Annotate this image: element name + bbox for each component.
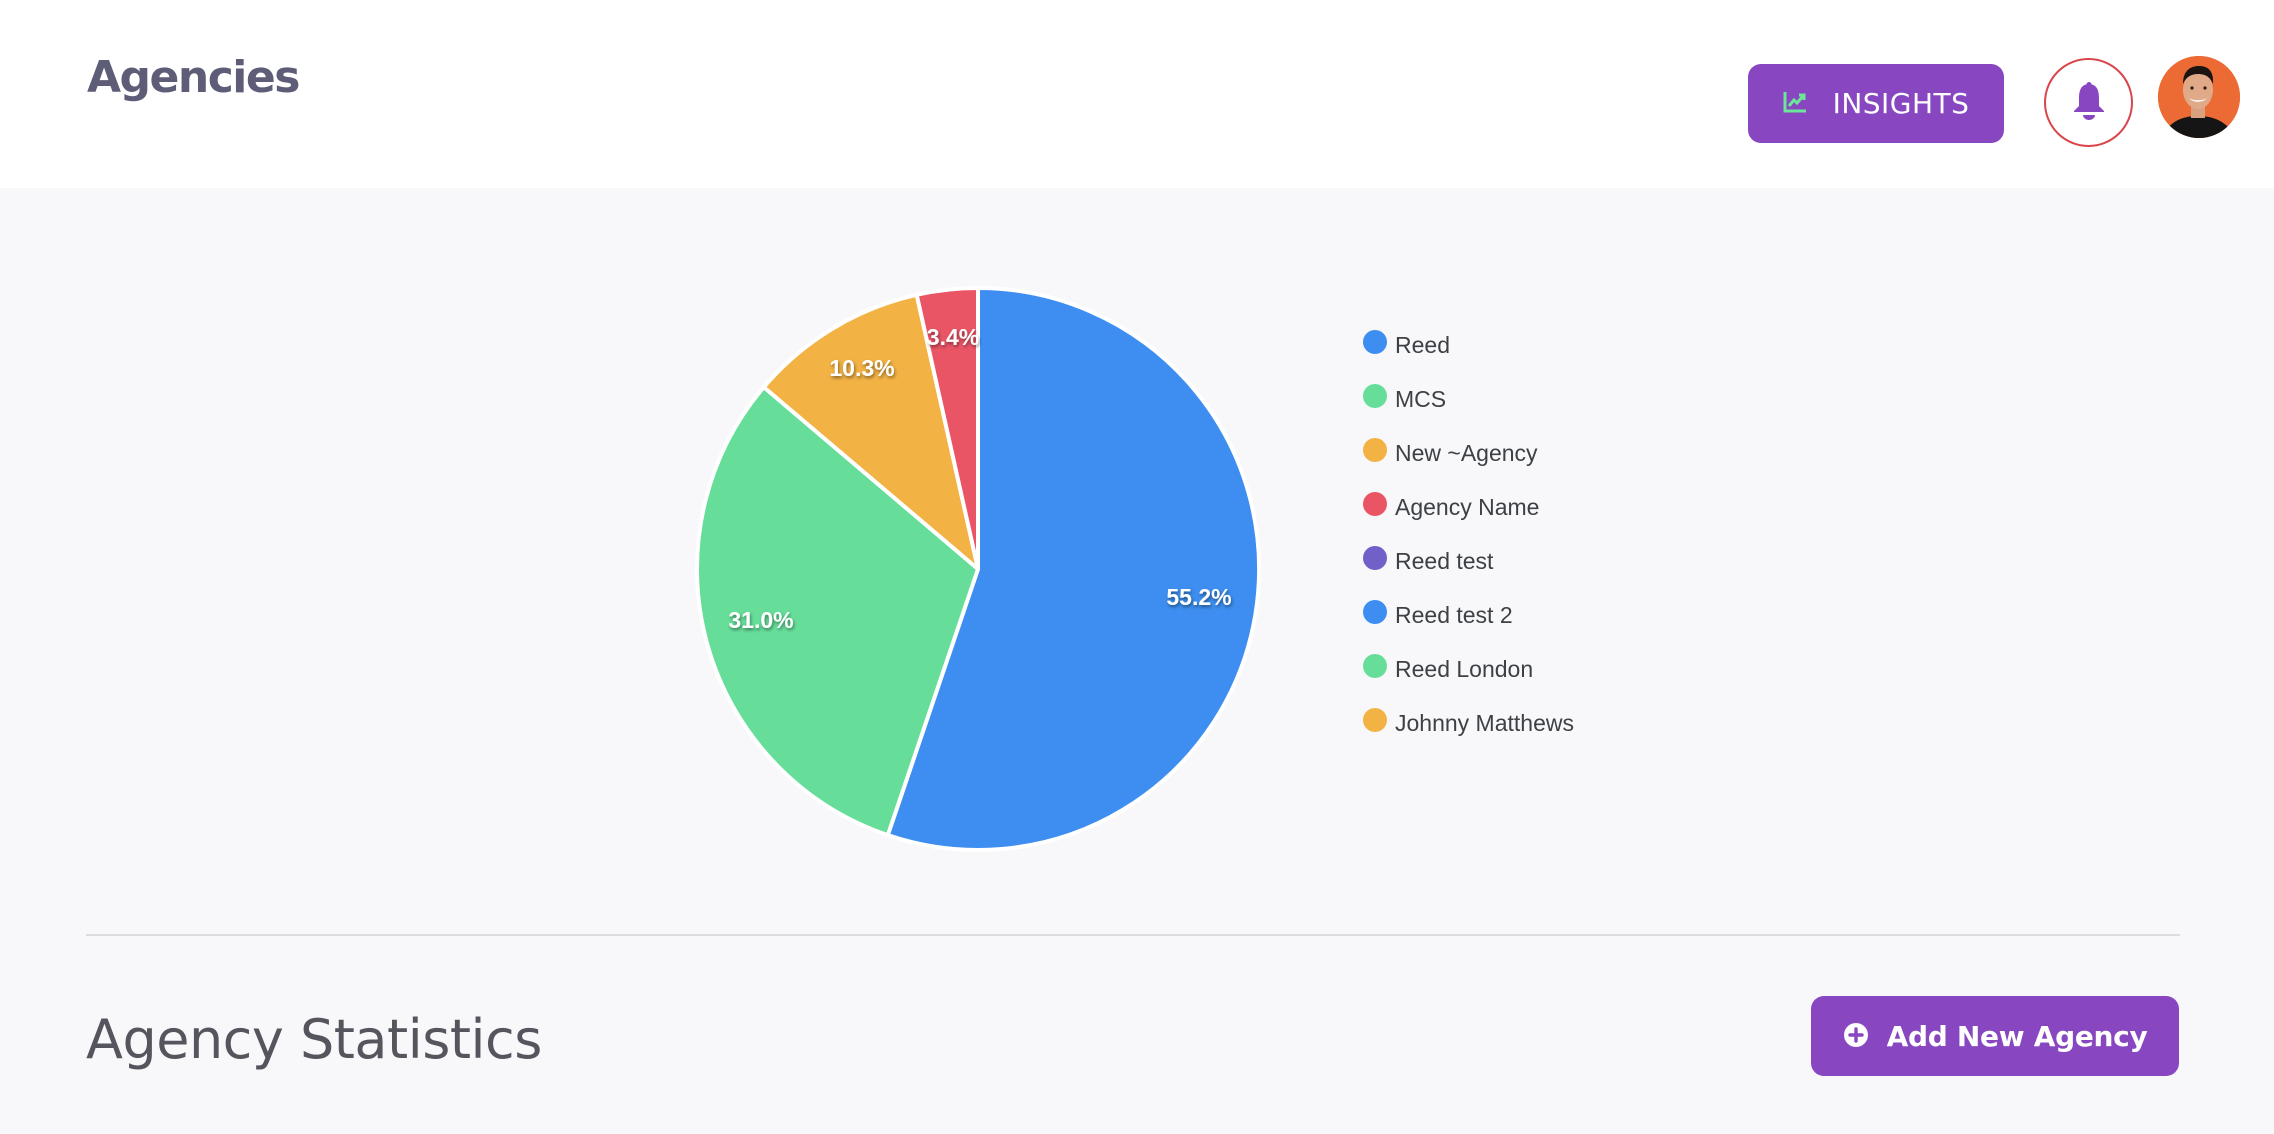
legend-item-reed[interactable]: Reed — [1363, 329, 1574, 383]
slice-label-mcs: 31.0% — [728, 607, 793, 633]
legend-label: New ~Agency — [1395, 440, 1538, 466]
pie-slice-new-agency[interactable] — [761, 292, 980, 571]
pie-chart: 55.2% 31.0% 10.3% 3.4% — [695, 286, 1262, 852]
agency-pie-chart-section: 55.2% 31.0% 10.3% 3.4% — [0, 188, 2274, 908]
legend-dot — [1363, 492, 1387, 516]
avatar[interactable] — [2158, 56, 2240, 138]
add-new-agency-label: Add New Agency — [1886, 1019, 2148, 1053]
pie-slice-agency-name[interactable] — [914, 286, 980, 571]
legend-dot — [1363, 438, 1387, 462]
legend-label: Reed London — [1395, 656, 1534, 682]
legend-item-agency-name[interactable]: Agency Name — [1363, 491, 1574, 545]
notifications-button[interactable] — [2044, 58, 2133, 147]
legend-label: Reed — [1395, 332, 1450, 358]
insights-label: INSIGHTS — [1832, 87, 1970, 120]
section-divider — [86, 934, 2180, 936]
chart-line-icon — [1783, 91, 1807, 116]
user-avatar-image — [2158, 56, 2240, 138]
chart-legend: Reed MCS New ~Agency Agency Name Reed te… — [1363, 329, 1574, 761]
legend-label: Agency Name — [1395, 494, 1540, 520]
slice-label-new-agency: 10.3% — [829, 355, 894, 381]
legend-item-reed-london[interactable]: Reed London — [1363, 653, 1574, 707]
slice-label-agency-name: 3.4% — [927, 324, 979, 350]
legend-item-reed-test[interactable]: Reed test — [1363, 545, 1574, 599]
slice-label-reed: 55.2% — [1166, 584, 1231, 610]
pie-slice-mcs[interactable] — [695, 385, 980, 838]
bell-icon — [2072, 81, 2106, 124]
legend-item-reed-test-2[interactable]: Reed test 2 — [1363, 599, 1574, 653]
agency-statistics-title: Agency Statistics — [86, 1008, 542, 1071]
legend-item-mcs[interactable]: MCS — [1363, 383, 1574, 437]
legend-label: MCS — [1395, 386, 1447, 412]
legend-dot — [1363, 330, 1387, 354]
legend-item-new-agency[interactable]: New ~Agency — [1363, 437, 1574, 491]
add-new-agency-button[interactable]: Add New Agency — [1811, 996, 2179, 1076]
page-title: Agencies — [87, 52, 300, 103]
top-header: Agencies INSIGHTS — [0, 0, 2274, 188]
legend-dot — [1363, 384, 1387, 408]
legend-label: Reed test — [1395, 548, 1494, 574]
legend-dot — [1363, 708, 1387, 732]
legend-item-johnny-matthews[interactable]: Johnny Matthews — [1363, 707, 1574, 761]
insights-button[interactable]: INSIGHTS — [1748, 64, 2004, 143]
legend-label: Johnny Matthews — [1395, 710, 1574, 736]
pie-slice-reed[interactable] — [885, 286, 1262, 852]
plus-circle-icon — [1843, 1022, 1869, 1051]
legend-dot — [1363, 600, 1387, 624]
legend-dot — [1363, 546, 1387, 570]
legend-dot — [1363, 654, 1387, 678]
legend-label: Reed test 2 — [1395, 602, 1513, 628]
